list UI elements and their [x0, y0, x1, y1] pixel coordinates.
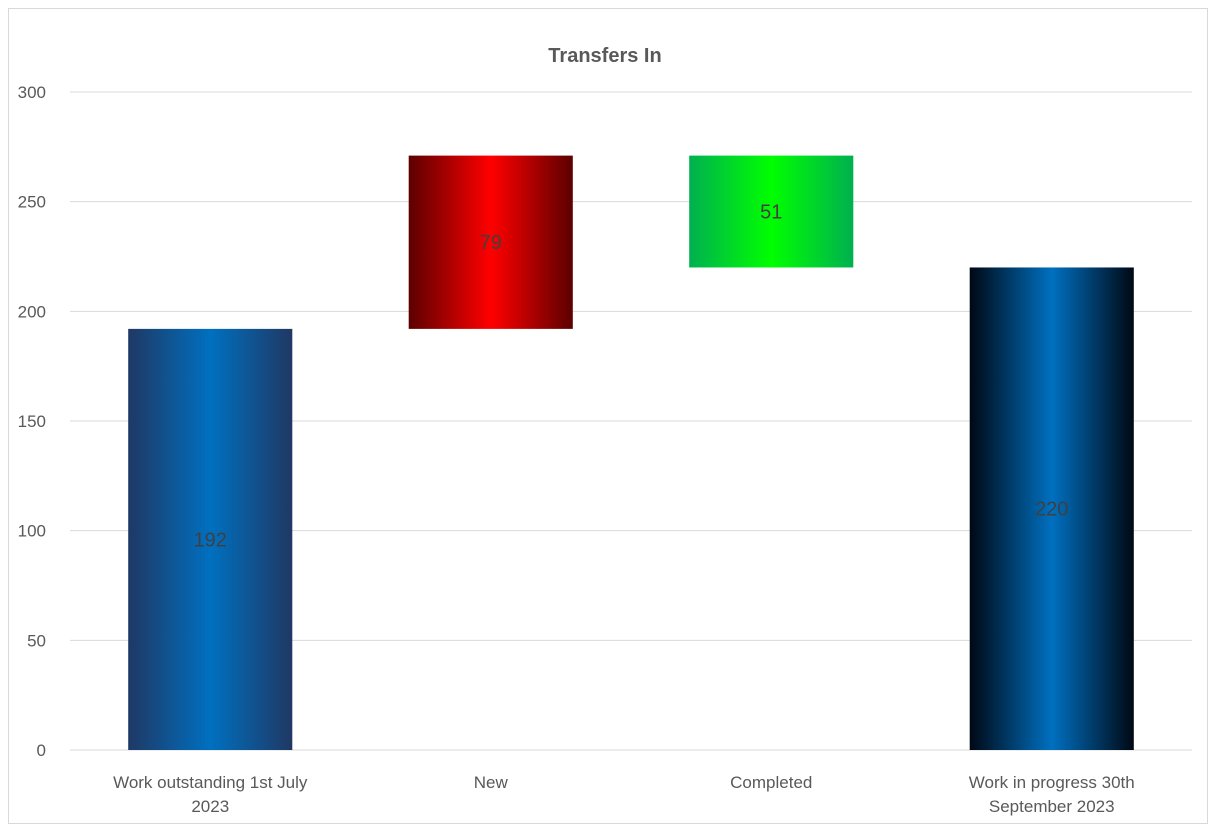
chart-title: Transfers In	[548, 45, 661, 67]
bars	[128, 155, 1134, 750]
y-tick-label: 0	[37, 741, 46, 760]
y-tick-label: 300	[18, 83, 46, 102]
y-tick-label: 50	[27, 631, 46, 650]
y-tick-label: 100	[18, 522, 46, 541]
x-category-label: Completed	[730, 773, 812, 792]
bar-total-0	[128, 328, 293, 750]
data-label: 220	[1035, 499, 1068, 521]
bar-increase-1	[408, 155, 573, 329]
y-axis-ticks: 0 50 100 150 200 250 300	[18, 83, 46, 760]
data-label: 79	[480, 232, 502, 254]
y-tick-label: 200	[18, 302, 46, 321]
y-tick-label: 250	[18, 193, 46, 212]
data-label: 192	[194, 529, 227, 551]
bar-total-3	[969, 267, 1134, 750]
x-axis-categories: Work outstanding 1st July 2023 New Complete…	[113, 773, 1135, 816]
bar-decrease-2	[689, 155, 854, 268]
y-tick-label: 150	[18, 412, 46, 431]
x-category-label: Work outstanding 1st July 2023	[113, 773, 308, 816]
data-label: 51	[760, 202, 782, 224]
x-category-label: Work in progress 30th September 2023	[969, 773, 1135, 816]
data-labels: 192 79 51 220	[194, 202, 1069, 552]
x-category-label: New	[474, 773, 509, 792]
